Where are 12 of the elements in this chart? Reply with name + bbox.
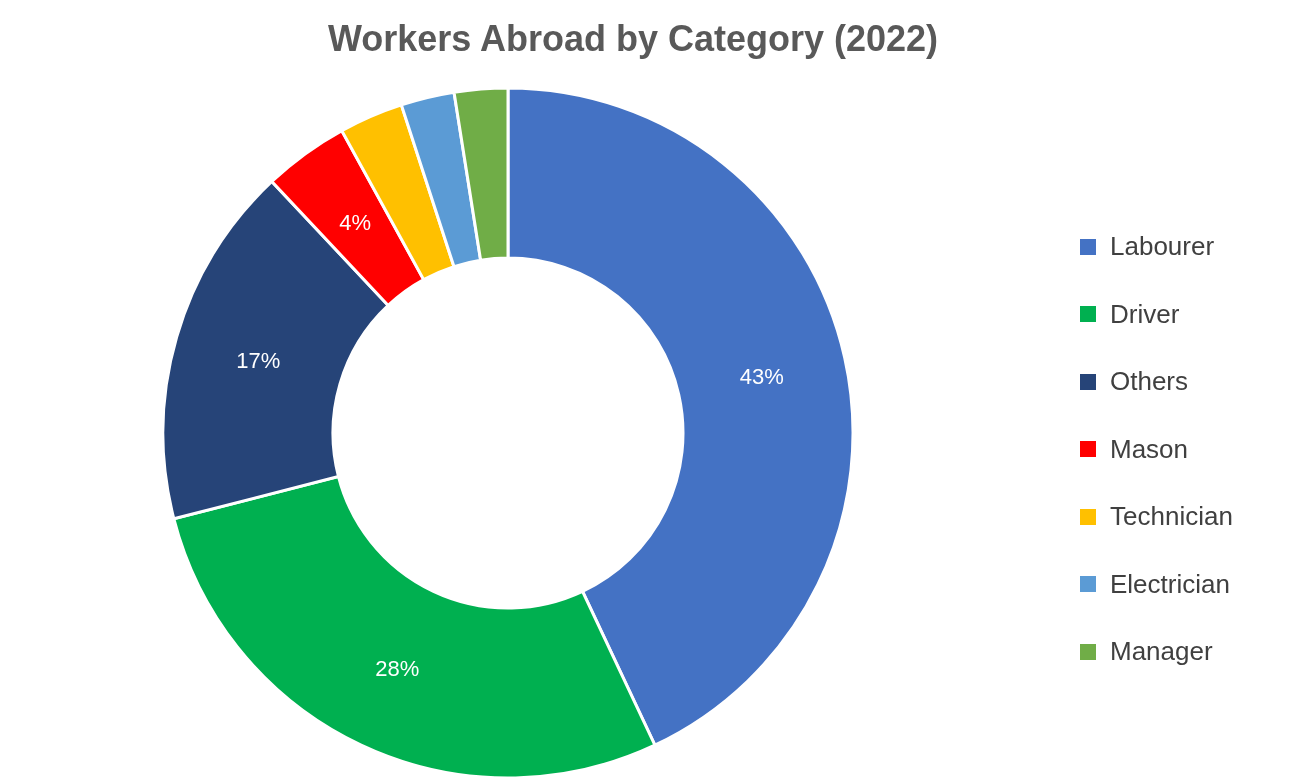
chart-title: Workers Abroad by Category (2022) (326, 18, 940, 60)
data-label: 43% (739, 363, 784, 389)
data-label: 17% (236, 347, 281, 373)
legend-label: Manager (1110, 636, 1213, 668)
legend-label: Mason (1110, 433, 1189, 465)
legend-label: Labourer (1110, 231, 1215, 263)
legend-label: Technician (1110, 501, 1233, 533)
legend-label: Electrician (1110, 568, 1230, 600)
data-label: 4% (339, 210, 372, 236)
data-label: 28% (375, 655, 420, 681)
legend-label: Others (1110, 366, 1189, 398)
legend-label: Driver (1110, 298, 1180, 330)
